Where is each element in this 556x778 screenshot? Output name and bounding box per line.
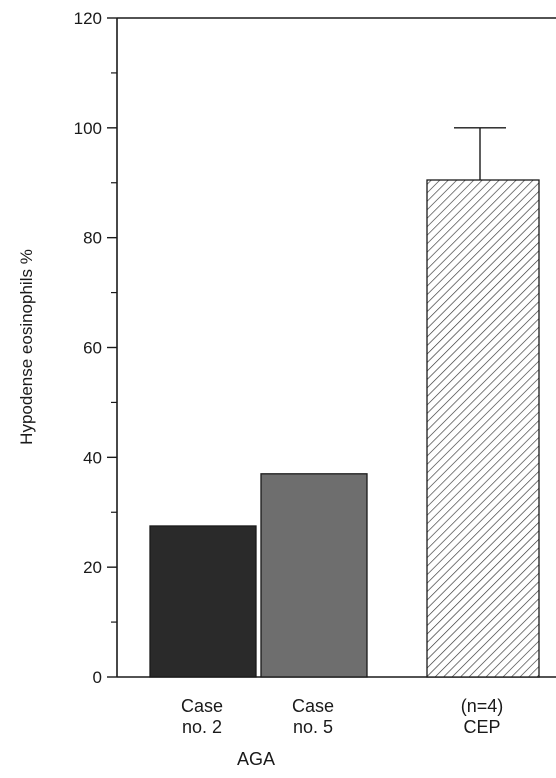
- y-tick-label-80: 80: [83, 229, 102, 248]
- bar-2: [260, 473, 368, 678]
- x-label-2-line1: Case: [292, 696, 334, 716]
- y-tick-label-20: 20: [83, 558, 102, 577]
- x-label-1-line1: Case: [181, 696, 223, 716]
- x-label-3-line1: (n=4): [461, 696, 504, 716]
- bar-1: [149, 525, 257, 678]
- group-label-aga: AGA: [237, 749, 275, 769]
- x-label-3-line2: CEP: [463, 717, 500, 737]
- y-tick-label-40: 40: [83, 448, 102, 467]
- y-axis-ticks: 0 20 40 60 80 100 120: [74, 9, 117, 687]
- bars-group: [149, 127, 540, 678]
- y-tick-label-100: 100: [74, 119, 102, 138]
- y-tick-label-120: 120: [74, 9, 102, 28]
- bar-3: [426, 179, 540, 678]
- y-axis-label: Hypodense eosinophils %: [17, 249, 36, 445]
- y-tick-label-0: 0: [93, 668, 102, 687]
- x-label-2-line2: no. 5: [293, 717, 333, 737]
- y-tick-label-60: 60: [83, 339, 102, 358]
- x-label-1-line2: no. 2: [182, 717, 222, 737]
